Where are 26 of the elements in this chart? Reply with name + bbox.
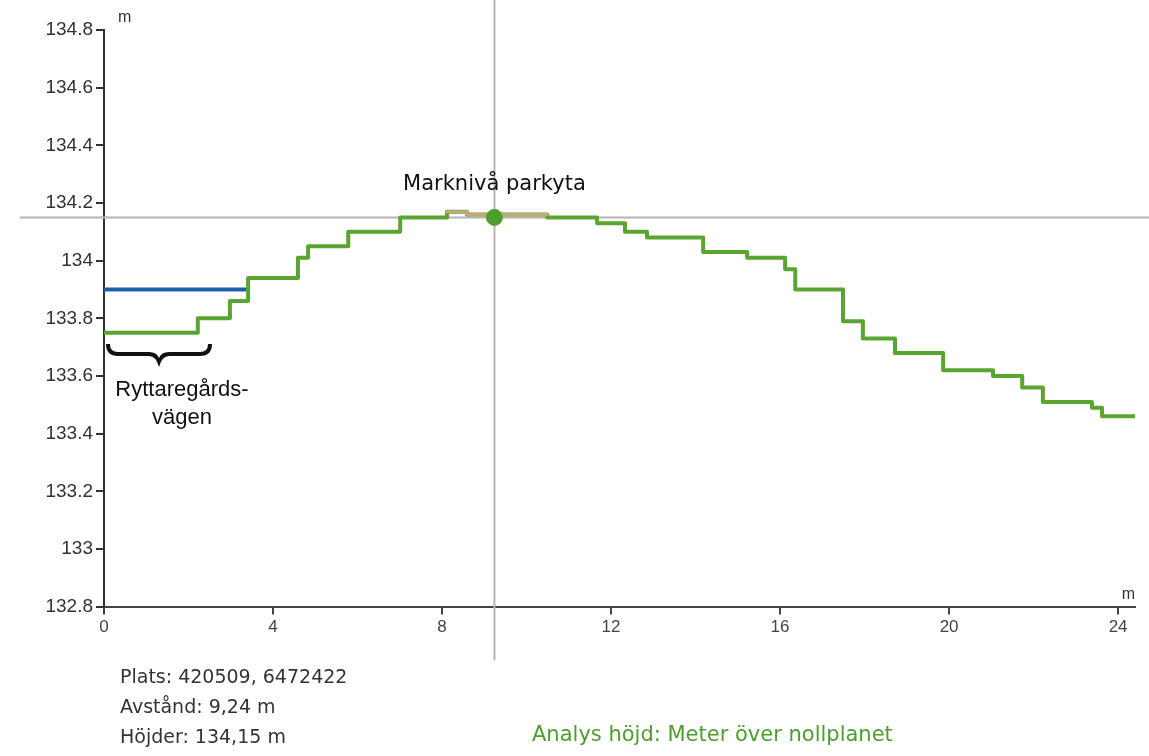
x-tick-label: 0	[99, 617, 109, 637]
y-tick-label: 134.4	[45, 133, 94, 155]
y-tick-label: 132.8	[45, 594, 93, 616]
x-axis-title: m	[1121, 585, 1135, 603]
annotation: Marknivå parkyta	[403, 170, 586, 196]
y-tick-label: 134	[61, 248, 94, 270]
text: Plats: 420509, 6472422	[120, 665, 349, 687]
x-tick-label: 8	[437, 617, 447, 637]
y-tick-label: 133	[61, 537, 93, 559]
y-tick-label: 133.6	[45, 364, 93, 386]
y-tick-label: 133.2	[45, 479, 93, 501]
text: Avstånd: 9,24 m	[120, 695, 277, 717]
x-tick-label: 16	[770, 617, 790, 637]
x-tick-label: 12	[601, 617, 621, 637]
text: Analys höjd: Meter över nollplanet	[532, 722, 893, 746]
y-tick-label: 134.6	[45, 75, 93, 97]
y-tick-label: 134.2	[45, 191, 93, 213]
x-tick-label: 24	[1108, 617, 1128, 637]
text: Höjder: 134,15 m	[120, 725, 287, 747]
x-tick-label: 4	[268, 617, 278, 637]
y-tick-label: 133.4	[45, 421, 94, 443]
x-tick-label: 20	[939, 617, 959, 637]
y-tick-label: 134.8	[45, 18, 93, 40]
y-axis-title: m	[118, 8, 132, 26]
annotation: Ryttaregårds-vägen	[114, 375, 250, 431]
y-tick-label: 133.8	[45, 306, 93, 328]
